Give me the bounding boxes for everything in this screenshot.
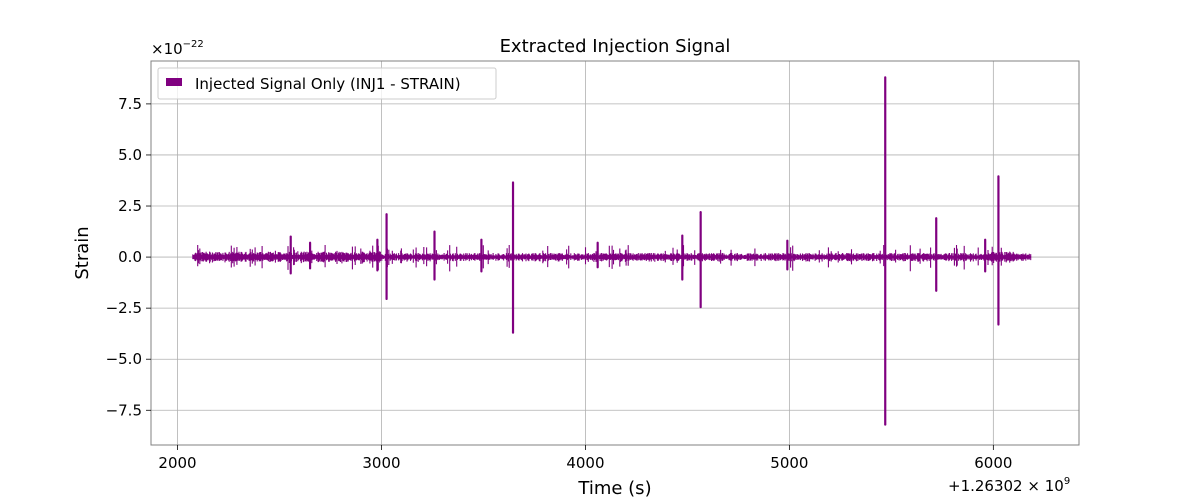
y-tick-label: 7.5 [118,95,142,113]
y-tick-label: −5.0 [106,350,142,368]
y-tick-label: 0.0 [118,248,142,266]
x-tick-label: 6000 [974,454,1012,472]
x-axis-title: Time (s) [577,478,651,499]
x-tick-label: 3000 [362,454,400,472]
x-tick-label: 4000 [566,454,604,472]
x-tick-label: 5000 [770,454,808,472]
y-scale-exponent: −22 [183,39,204,50]
x-offset-times: × 10 [1023,477,1064,495]
axes-frame [150,60,1080,446]
y-tick-label: 5.0 [118,146,142,164]
y-axis: −7.5 −5.0 −2.5 0.0 2.5 5.0 7.5 [106,95,151,419]
y-scale-label: ×10−22 [151,39,204,58]
legend: Injected Signal Only (INJ1 - STRAIN) [157,67,497,100]
y-tick-label: −7.5 [106,401,142,419]
x-offset-exponent: 9 [1064,476,1070,487]
chart-title: Extracted Injection Signal [500,36,731,57]
x-axis: 2000 3000 4000 5000 6000 [158,445,1012,472]
plot-area [192,76,1032,426]
x-tick-label: 2000 [158,454,196,472]
y-axis-title: Strain [72,226,93,279]
legend-label: Injected Signal Only (INJ1 - STRAIN) [195,75,461,93]
legend-box [157,67,497,100]
y-tick-label: −2.5 [106,299,142,317]
y-scale-base: ×10 [151,40,183,58]
y-tick-label: 2.5 [118,197,142,215]
x-offset-label: +1.26302 × 109 [948,476,1070,495]
x-offset-base: +1.26302 [948,477,1023,495]
legend-swatch [166,78,182,86]
